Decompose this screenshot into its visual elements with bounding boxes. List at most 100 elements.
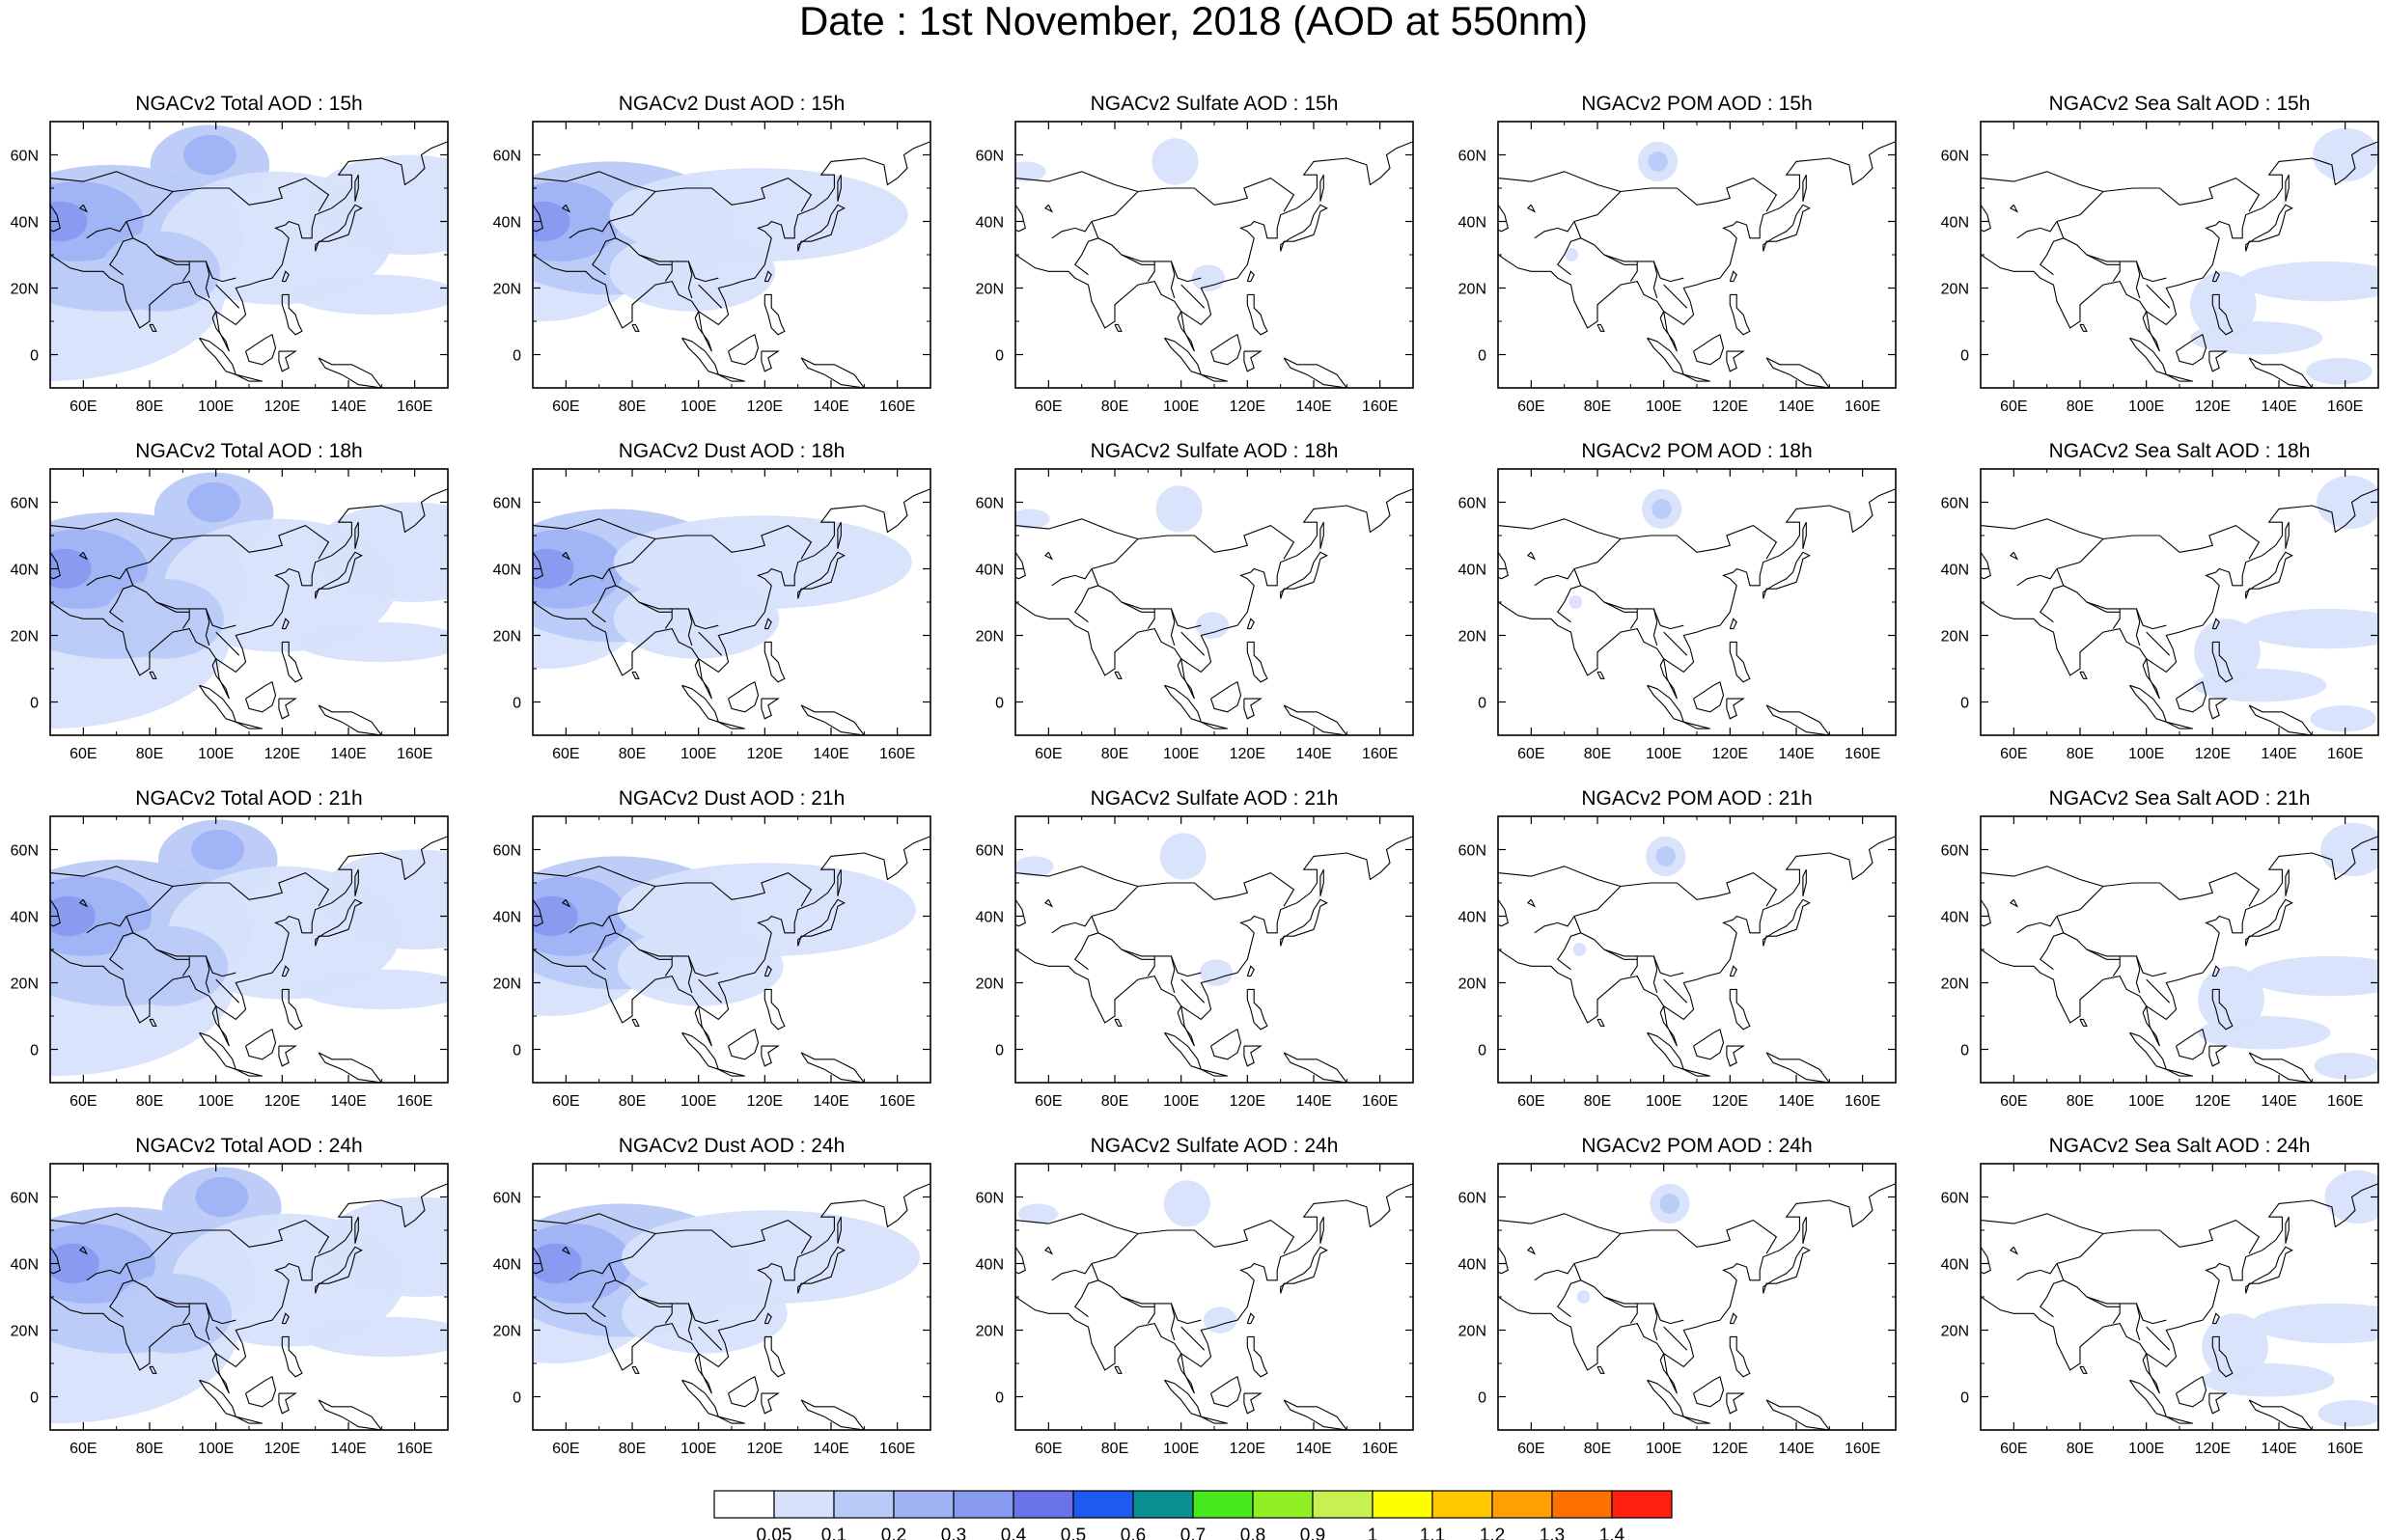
coastline xyxy=(1498,551,1509,580)
coastline xyxy=(1981,1183,2378,1394)
y-tick-label: 20N xyxy=(493,282,521,298)
coastline xyxy=(281,270,290,283)
x-tick-label: 80E xyxy=(1584,1441,1611,1457)
coastline xyxy=(2009,204,2019,213)
aod-shading xyxy=(533,548,574,590)
coastline xyxy=(1663,631,1688,656)
coastline xyxy=(698,284,723,309)
coastline xyxy=(1015,204,1026,233)
panel-title: NGACv2 Dust AOD : 24h xyxy=(619,1135,846,1157)
map-panel-pom-2: NGACv2 POM AOD : 21h 60E 80E 100E 120E 140E 16… xyxy=(1458,787,1897,1110)
coastline xyxy=(50,866,174,888)
coastline xyxy=(638,601,673,613)
y-tick-label: 40N xyxy=(493,910,521,926)
aod-shading xyxy=(2194,669,2327,702)
y-tick-label: 20N xyxy=(1458,282,1486,298)
coastline xyxy=(2135,608,2141,646)
coastline xyxy=(763,965,772,977)
coastline xyxy=(1283,704,1347,735)
coastline xyxy=(1726,350,1745,372)
aod-shading xyxy=(622,1273,788,1354)
y-tick-label: 0 xyxy=(1960,348,1969,365)
x-tick-label: 160E xyxy=(397,746,432,762)
coastline xyxy=(561,898,571,908)
coastline xyxy=(245,680,277,713)
x-tick-label: 160E xyxy=(1845,746,1880,762)
y-tick-label: 0 xyxy=(1960,1043,1969,1059)
coastline xyxy=(1170,955,1176,993)
x-tick-label: 60E xyxy=(69,1093,97,1110)
aod-shading xyxy=(617,925,784,1006)
coastline xyxy=(1091,1263,1202,1325)
map-panel-total-2: NGACv2 Total AOD : 21h 60E 80E 100E 120E 140E… xyxy=(11,787,449,1110)
coastline xyxy=(1091,524,1295,570)
coastline xyxy=(761,350,780,372)
coastline xyxy=(1015,1246,1026,1275)
coastline xyxy=(2056,1263,2167,1325)
coastline xyxy=(569,1263,610,1281)
x-tick-label: 120E xyxy=(264,746,300,762)
coastline xyxy=(1243,698,1263,720)
coastline xyxy=(681,1379,720,1418)
x-tick-label: 120E xyxy=(1230,1441,1265,1457)
coastline xyxy=(2208,1045,2228,1067)
coastline xyxy=(1726,1392,1745,1415)
coastline xyxy=(278,1045,297,1067)
coastline xyxy=(1498,898,1509,927)
aod-shading xyxy=(317,849,448,949)
coastline xyxy=(1180,631,1206,656)
coastline xyxy=(125,1263,236,1325)
coastline xyxy=(1802,868,1807,896)
coastline xyxy=(86,916,127,934)
coastline xyxy=(1121,601,1155,613)
coastline xyxy=(2086,601,2121,613)
coastline xyxy=(1765,704,1830,735)
coastline xyxy=(281,1312,290,1325)
coastline xyxy=(1043,898,1054,908)
coastline xyxy=(1170,261,1176,298)
coastline xyxy=(1246,1312,1255,1325)
coastline xyxy=(533,204,543,233)
coastline xyxy=(1121,949,1155,960)
coastline xyxy=(1573,221,1684,283)
coastline xyxy=(2040,585,2064,623)
aod-shading xyxy=(1655,846,1677,866)
coastline xyxy=(2016,568,2058,587)
x-tick-label: 120E xyxy=(264,1441,300,1457)
coastline xyxy=(2056,1219,2261,1265)
x-tick-label: 140E xyxy=(330,746,366,762)
coastline xyxy=(2135,261,2141,298)
y-tick-label: 0 xyxy=(995,348,1004,365)
aod-shading xyxy=(195,1176,249,1218)
x-tick-label: 160E xyxy=(2327,1093,2363,1110)
x-tick-label: 140E xyxy=(2261,1441,2296,1457)
map-panel-seasalt-0: NGACv2 Sea Salt AOD : 15h 60E 80E 100E 120E 1… xyxy=(1941,93,2379,415)
coastline xyxy=(1246,988,1268,1031)
coastline xyxy=(592,237,616,276)
coastline xyxy=(2079,323,2088,332)
x-tick-label: 160E xyxy=(397,1093,432,1110)
coastline xyxy=(315,204,363,252)
coastline xyxy=(797,898,846,947)
y-tick-label: 40N xyxy=(11,1257,39,1274)
y-tick-label: 40N xyxy=(11,563,39,579)
y-tick-label: 20N xyxy=(1941,629,1969,646)
x-tick-label: 60E xyxy=(2000,1093,2027,1110)
colorbar-swatch xyxy=(1132,1490,1194,1519)
coastline xyxy=(2056,177,2261,223)
coastline xyxy=(2248,1052,2313,1083)
x-tick-label: 140E xyxy=(1778,746,1814,762)
aod-shading xyxy=(1572,943,1587,956)
y-tick-label: 60N xyxy=(11,843,39,860)
aod-shading xyxy=(313,502,448,602)
aod-shading xyxy=(183,134,236,176)
coastline xyxy=(533,488,930,700)
y-tick-label: 0 xyxy=(1478,1043,1486,1059)
coastline xyxy=(1114,1018,1123,1027)
panel-title: NGACv2 Sulfate AOD : 21h xyxy=(1091,787,1339,810)
panel-title: NGACv2 POM AOD : 15h xyxy=(1581,93,1812,115)
coastline xyxy=(1201,373,1228,382)
coastline xyxy=(1498,141,1896,352)
coastline xyxy=(1114,1365,1123,1374)
y-tick-label: 60N xyxy=(1941,149,1969,165)
